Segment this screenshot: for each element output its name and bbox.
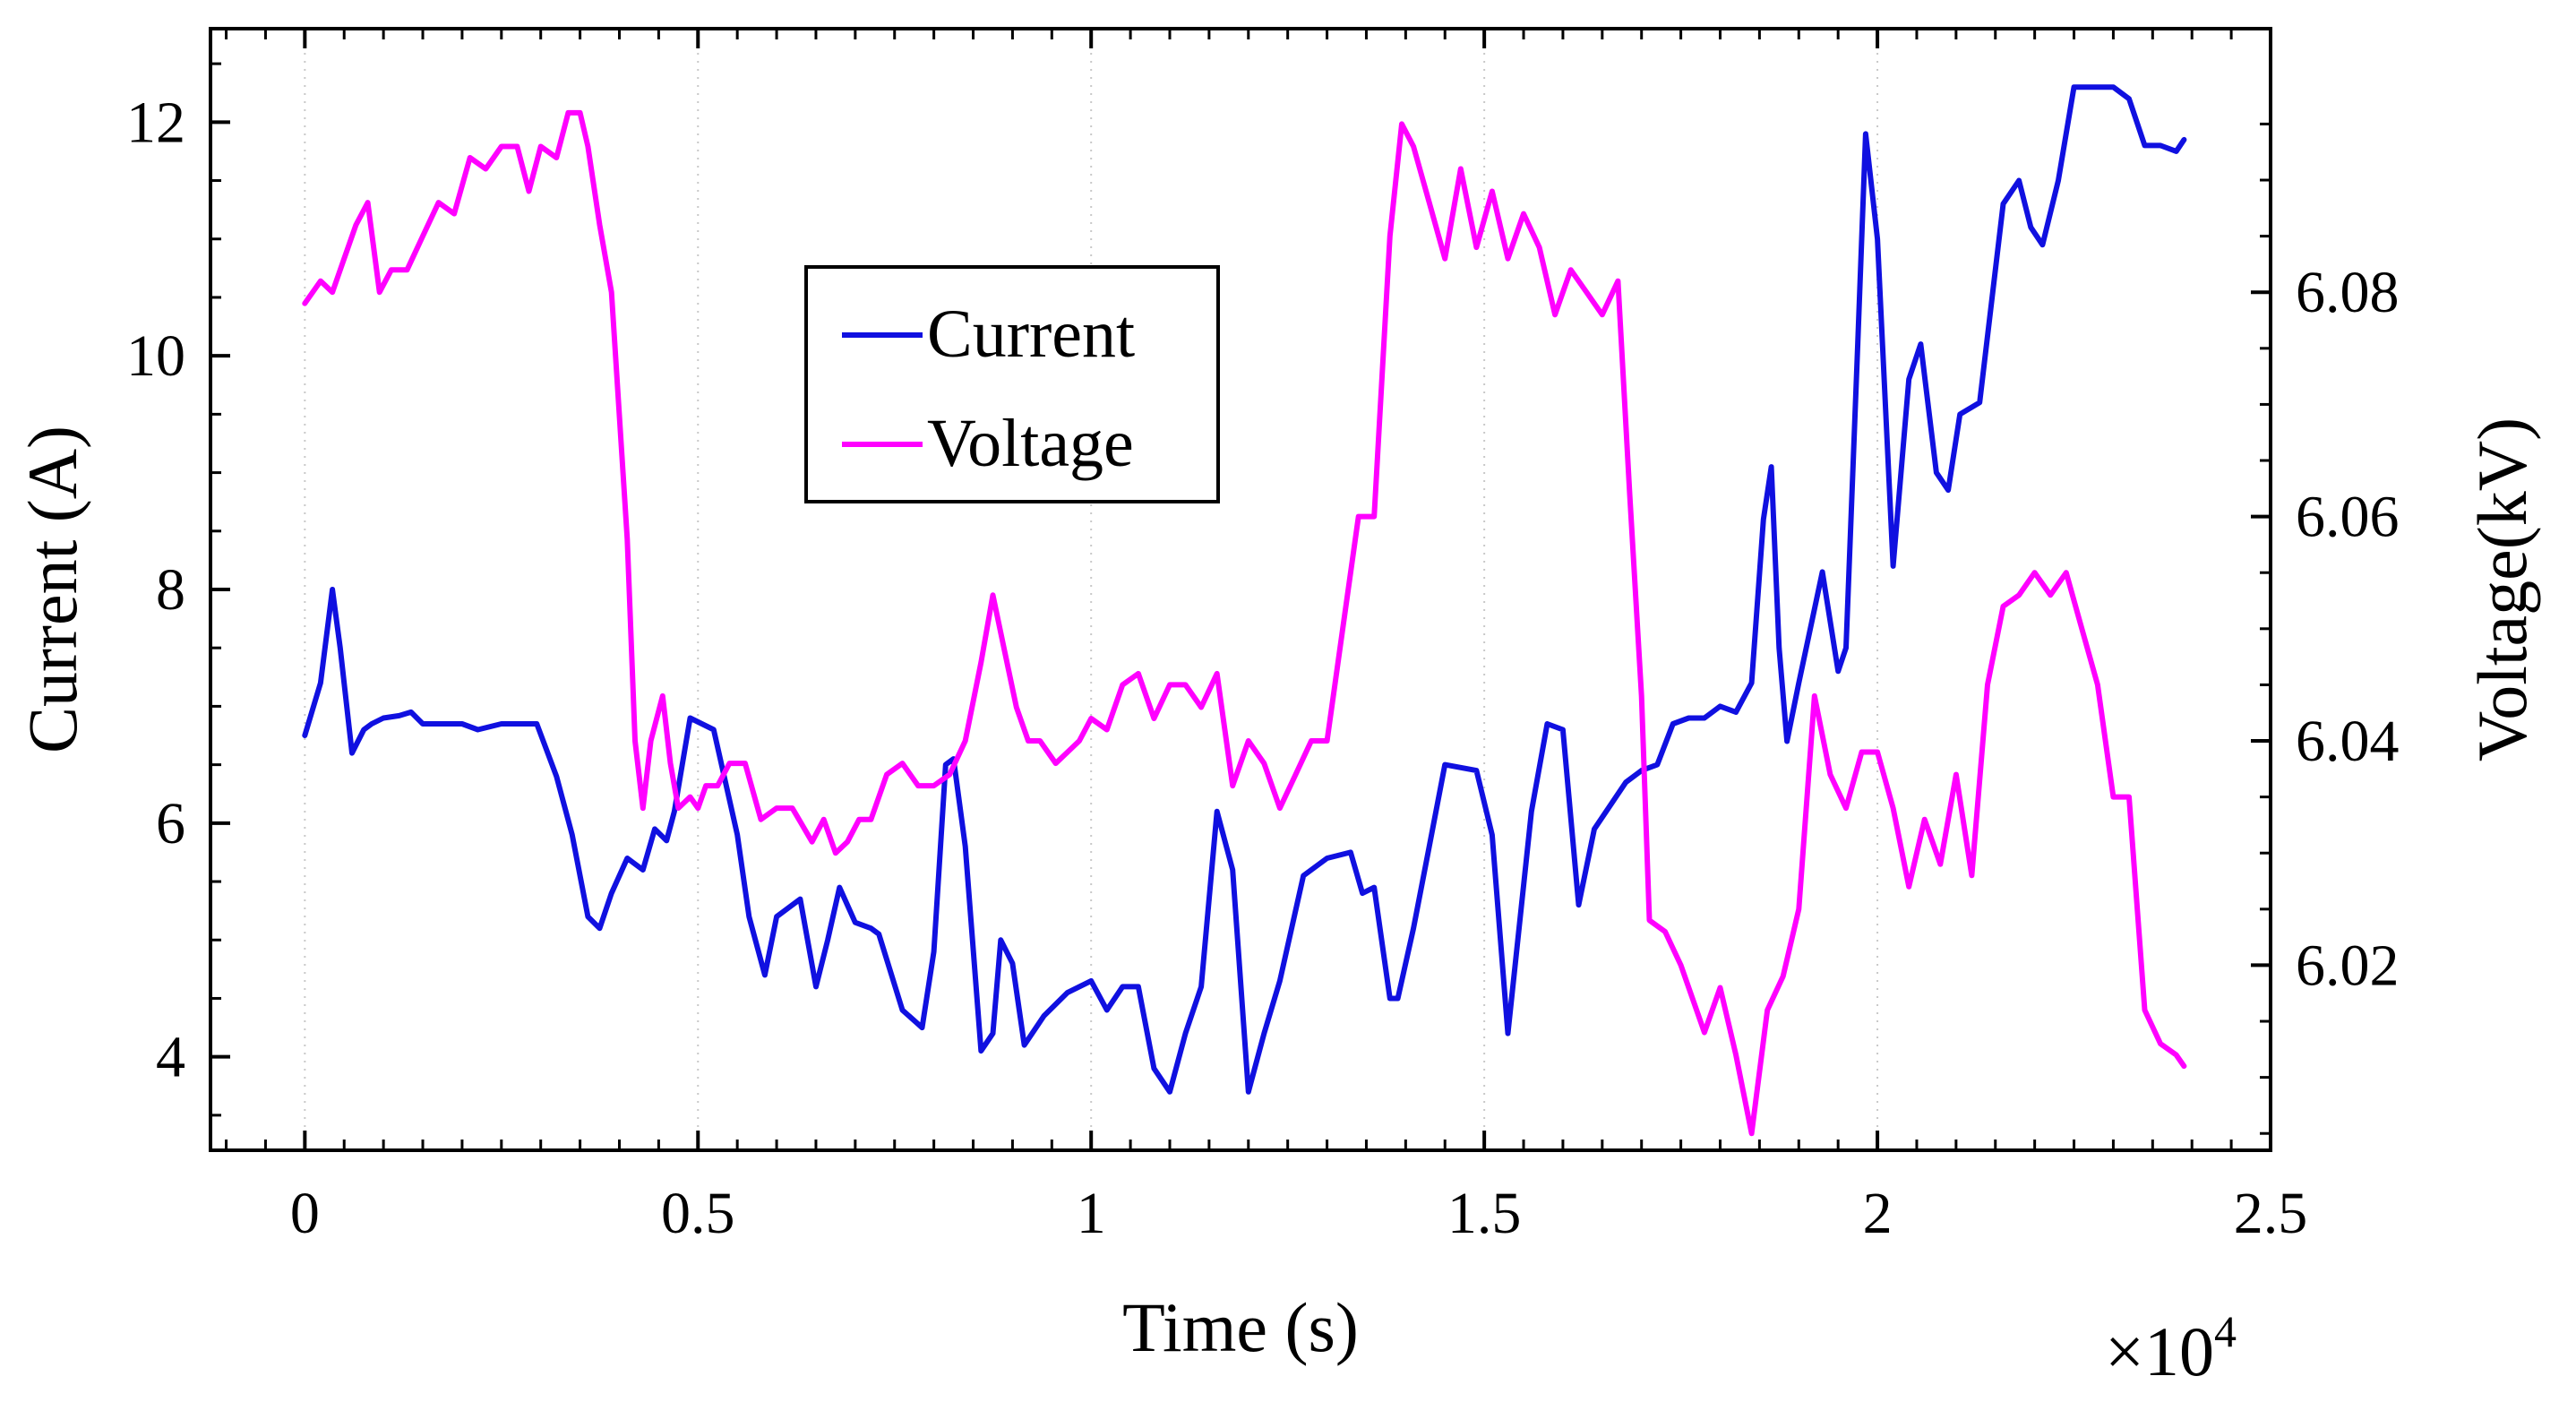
y-right-tick-label: 6.08 <box>2296 260 2400 325</box>
x-tick-label: 1.5 <box>1447 1181 1522 1246</box>
legend-current-label: Current <box>927 297 1135 372</box>
x-tick-label: 2.5 <box>2234 1181 2308 1246</box>
x-tick-label: 1 <box>1077 1181 1106 1246</box>
series-layer <box>302 84 2187 1137</box>
legend-voltage-label: Voltage <box>927 406 1134 481</box>
y-left-axis-title: Current (A) <box>13 426 91 753</box>
series-current <box>302 84 2187 1095</box>
x-tick-label: 0 <box>290 1181 320 1246</box>
x-multiplier-exponent: 4 <box>2214 1306 2237 1356</box>
y-right-tick-label: 6.04 <box>2296 709 2400 774</box>
y-left-tick-label: 12 <box>126 90 185 155</box>
current-line <box>302 84 2187 1095</box>
x-multiplier-label: ×104 <box>2105 1306 2237 1390</box>
y-left-tick-label: 10 <box>126 323 185 389</box>
y-left-tick-label: 6 <box>156 791 185 856</box>
y-left-tick-label: 4 <box>156 1025 185 1090</box>
legend: Current Voltage <box>804 265 1220 503</box>
legend-box <box>804 265 1220 503</box>
ticks-layer: 0 0.5 1 1.5 2 2.5 4 6 8 10 12 6.02 6.04 6.06 6.08 <box>126 29 2400 1246</box>
series-voltage <box>302 109 2187 1137</box>
y-left-tick-label: 8 <box>156 557 185 623</box>
voltage-line <box>302 109 2187 1137</box>
x-multiplier-base: ×10 <box>2105 1312 2214 1390</box>
x-axis-title: Time (s) <box>1122 1288 1359 1366</box>
y-right-tick-label: 6.02 <box>2296 933 2400 998</box>
y-right-axis-title: Voltage(kV) <box>2463 417 2541 761</box>
y-right-tick-label: 6.06 <box>2296 485 2400 550</box>
x-tick-label: 0.5 <box>661 1181 735 1246</box>
x-tick-label: 2 <box>1863 1181 1893 1246</box>
